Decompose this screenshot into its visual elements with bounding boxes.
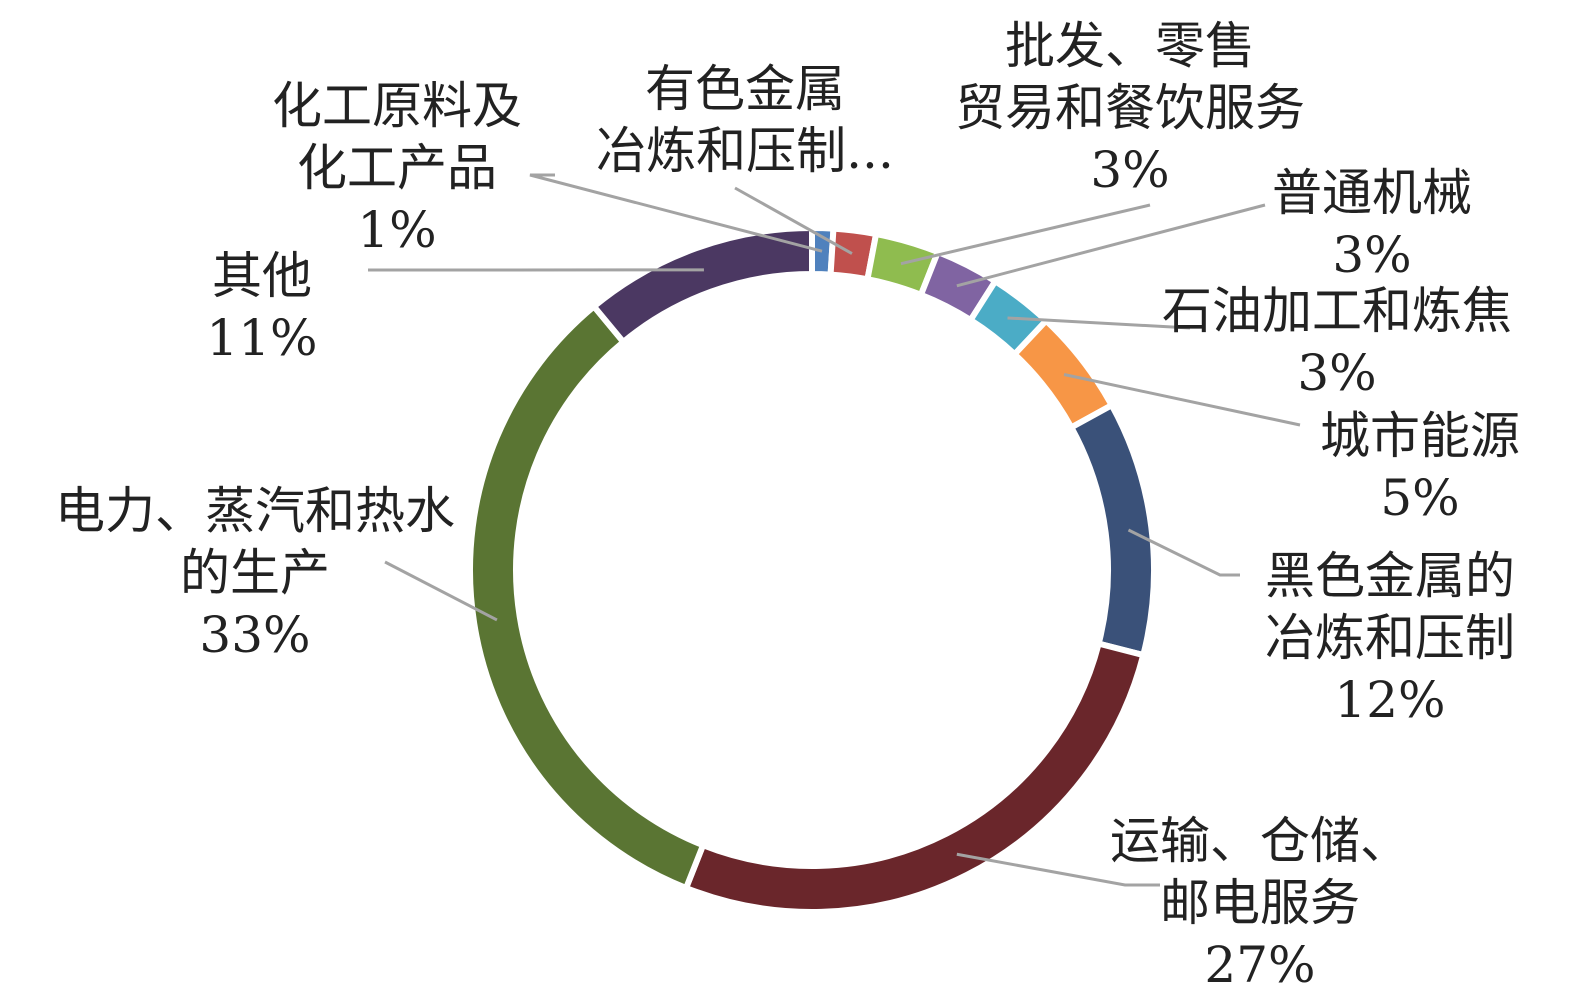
data-label-category: 邮电服务 (1160, 874, 1360, 932)
data-label-4: 普通机械 3% (1272, 164, 1472, 284)
data-label-value: 33% (199, 606, 310, 664)
leader-line-6 (1063, 373, 1301, 427)
data-label-category: 批发、零售 (1005, 17, 1255, 75)
data-label-category: 城市能源 (1320, 407, 1520, 465)
data-label-category: 化工产品 (297, 139, 497, 197)
data-label-8: 运输、仓储、邮电服务 27% (1110, 812, 1410, 994)
leader-line-2 (734, 186, 853, 255)
donut-slice-10 (589, 224, 815, 347)
data-label-category: 冶炼和压制 (1265, 609, 1515, 667)
slices-layer (467, 224, 1157, 915)
data-label-category: 有色金属 (645, 60, 845, 118)
data-label-category: 其他 (212, 247, 312, 305)
data-label-value: 3% (1332, 226, 1411, 284)
data-label-category: 电力、蒸汽和热水 (55, 482, 455, 540)
leader-line-3 (900, 203, 1151, 266)
donut-slice-8 (682, 639, 1147, 915)
data-label-value: 11% (206, 309, 317, 367)
leader-line-5 (1007, 316, 1191, 330)
leader-line-9 (384, 560, 498, 622)
donut-slice-7 (1067, 401, 1157, 659)
data-label-7: 黑色金属的冶炼和压制 12% (1265, 547, 1515, 729)
data-label-value: 1% (357, 201, 436, 259)
data-label-category: 普通机械 (1272, 164, 1472, 222)
data-label-value: 3% (1297, 344, 1376, 402)
data-label-6: 城市能源 5% (1320, 407, 1520, 527)
leader-lines-layer (367, 173, 1301, 887)
data-label-category: 石油加工和炼焦 (1162, 282, 1512, 340)
data-label-value: 5% (1380, 469, 1459, 527)
data-label-category: 冶炼和压制... (596, 122, 894, 180)
leader-line-8 (956, 852, 1160, 887)
data-label-10: 其他 11% (206, 247, 317, 367)
data-label-value: 12% (1334, 671, 1445, 729)
data-label-1: 化工原料及化工产品 1% (272, 77, 522, 259)
leader-line-4 (956, 203, 1266, 288)
data-label-category: 贸易和餐饮服务 (955, 79, 1305, 137)
data-label-value: 27% (1204, 936, 1315, 994)
data-label-value: 3% (1090, 141, 1169, 199)
data-label-9: 电力、蒸汽和热水的生产 33% (55, 482, 455, 664)
data-label-3: 批发、零售贸易和餐饮服务 3% (955, 17, 1305, 199)
labels-layer: 化工原料及化工产品 1%有色金属冶炼和压制...批发、零售贸易和餐饮服务 3% 普通机… (55, 17, 1520, 994)
data-label-5: 石油加工和炼焦 3% (1162, 282, 1512, 402)
data-label-category: 运输、仓储、 (1110, 812, 1410, 870)
data-label-category: 的生产 (180, 544, 330, 602)
donut-slice-9 (467, 302, 707, 892)
leader-line-1 (529, 173, 823, 253)
data-label-category: 黑色金属的 (1265, 547, 1515, 605)
data-label-2: 有色金属冶炼和压制... (596, 60, 894, 180)
leader-line-7 (1127, 528, 1240, 577)
data-label-category: 化工原料及 (272, 77, 522, 135)
